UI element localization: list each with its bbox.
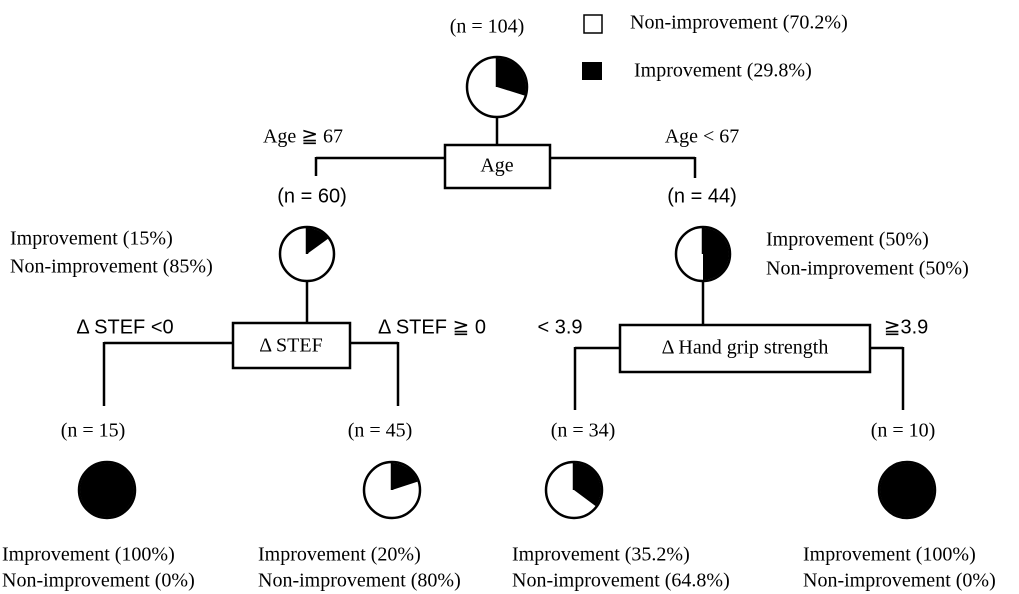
node-text: Non-improvement (64.8%) (512, 570, 730, 592)
node-n: (n = 104) (450, 16, 525, 38)
branch-label: Δ STEF <0 (76, 316, 173, 338)
pie (77, 460, 137, 520)
pie-slice (703, 228, 729, 280)
split-label: Age (480, 155, 513, 177)
node-n: (n = 10) (871, 420, 936, 442)
pie (278, 225, 336, 283)
pie-slice (392, 463, 418, 490)
node-text: Improvement (100%) (803, 544, 976, 566)
pie-slice (307, 228, 329, 254)
branch-label: Age ≧ 67 (263, 126, 343, 148)
node-text: Non-improvement (0%) (803, 570, 996, 592)
node-text: Improvement (50%) (766, 229, 929, 251)
pie (674, 225, 732, 283)
pie-slice (880, 463, 934, 517)
pie (877, 460, 937, 520)
node-text: Improvement (100%) (2, 544, 175, 566)
node-n: (n = 60) (277, 185, 346, 207)
branch-label: ≧3.9 (884, 316, 929, 338)
split-box (443, 143, 552, 190)
split-box (231, 321, 352, 370)
split-label: Δ STEF (259, 335, 322, 357)
node-n: (n = 15) (61, 420, 126, 442)
node-text: Improvement (35.2%) (512, 544, 690, 566)
node-n: (n = 34) (551, 420, 616, 442)
split-box (618, 323, 872, 374)
branch-label: < 3.9 (537, 316, 582, 338)
connectors (102, 117, 905, 410)
pies (77, 55, 937, 520)
pie (362, 460, 422, 520)
pie (544, 460, 604, 520)
legend-label: Improvement (29.8%) (634, 60, 812, 82)
node-text: Non-improvement (50%) (766, 258, 969, 280)
leaves: (n = 15) Improvement (100%) Non-improvemen… (2, 420, 996, 592)
node-text: Non-improvement (0%) (2, 570, 195, 592)
node-n: (n = 45) (348, 420, 413, 442)
node-n: (n = 44) (667, 185, 736, 207)
branch-label: Δ STEF ≧ 0 (378, 316, 486, 338)
pie-slice (497, 58, 526, 96)
legend-swatch (583, 14, 603, 34)
branch-label: Age < 67 (665, 126, 740, 148)
pie-slice (574, 463, 601, 507)
split-label: Δ Hand grip strength (662, 337, 829, 359)
pie-slice (80, 463, 134, 517)
node-text: Improvement (20%) (258, 544, 421, 566)
legend-swatch (582, 62, 602, 80)
pie (465, 55, 529, 119)
legend-label: Non-improvement (70.2%) (630, 12, 848, 34)
node-text: Improvement (15%) (10, 228, 173, 250)
node-text: Non-improvement (80%) (258, 570, 461, 592)
node-text: Non-improvement (85%) (10, 256, 213, 278)
